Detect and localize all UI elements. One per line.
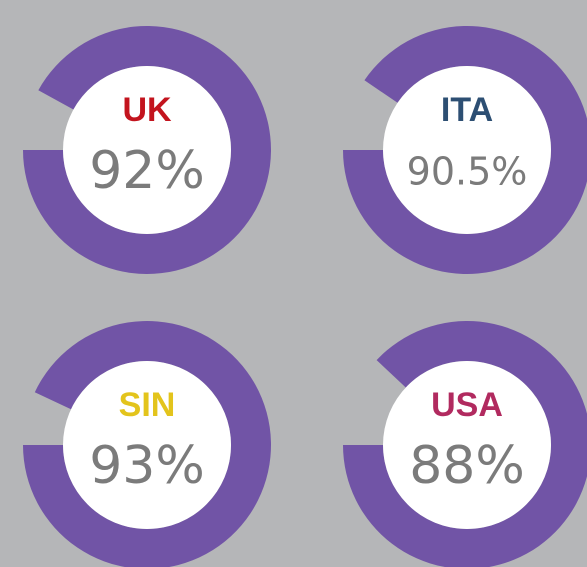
donut-arc xyxy=(23,25,271,274)
donut-value: 93% xyxy=(89,436,205,496)
donut-arc xyxy=(343,321,587,567)
donut-title: SIN xyxy=(119,386,176,424)
donut-value: 88% xyxy=(409,436,525,496)
donut-title: USA xyxy=(431,386,503,424)
donut-arc xyxy=(23,321,271,567)
donut-title: ITA xyxy=(441,91,493,129)
donut-center xyxy=(63,66,231,234)
donut-title: UK xyxy=(122,91,172,129)
donut-value: 92% xyxy=(89,141,205,201)
donut-center xyxy=(383,361,551,529)
donut-center xyxy=(383,66,551,234)
donut-center xyxy=(63,361,231,529)
donut-arc xyxy=(343,26,587,275)
donut-value: 90.5% xyxy=(407,150,528,194)
